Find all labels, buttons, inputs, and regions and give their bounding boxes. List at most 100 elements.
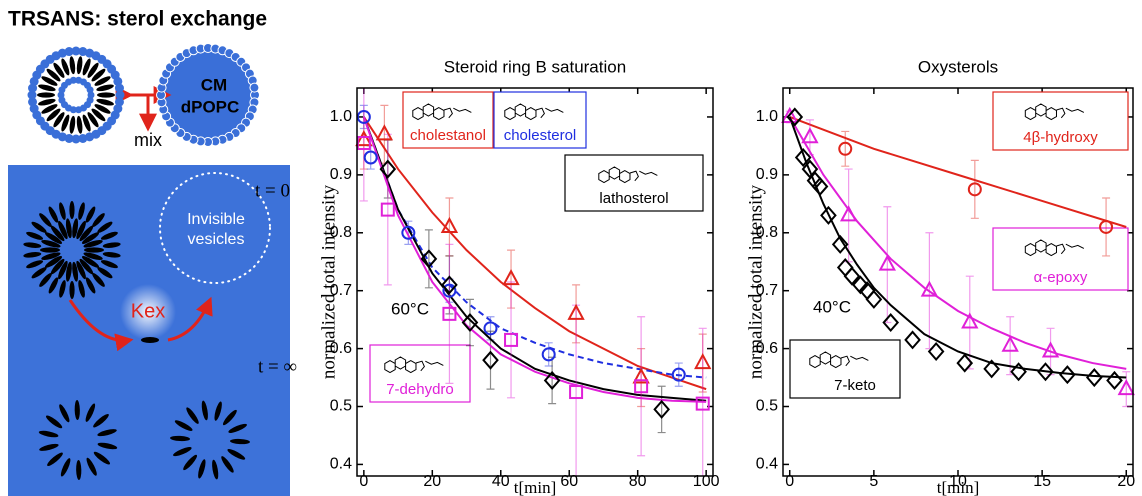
head	[71, 134, 81, 144]
lipid	[170, 435, 191, 442]
point	[694, 352, 712, 370]
x-tick-label: 100	[693, 473, 720, 490]
lipid	[85, 206, 96, 223]
point	[1001, 335, 1019, 352]
lipid	[214, 401, 222, 421]
lipid	[40, 247, 60, 253]
lipid	[76, 115, 83, 134]
point	[983, 359, 1000, 379]
point	[794, 147, 812, 168]
point	[567, 303, 585, 320]
point	[461, 313, 479, 333]
error-bar	[698, 327, 707, 476]
y-tick-label: 0.7	[756, 282, 778, 299]
molecule	[384, 356, 444, 374]
point	[482, 350, 499, 370]
x-axis-label: t[min]	[514, 478, 557, 496]
error-bar	[507, 249, 516, 309]
molecule	[1024, 103, 1085, 121]
lipid	[76, 260, 86, 280]
point	[781, 106, 799, 123]
lipid	[82, 58, 91, 76]
x-axis-label: t[min]	[937, 478, 980, 496]
legend-label: α-epoxy	[1034, 269, 1088, 286]
lipid	[84, 247, 104, 253]
annotation: 40°C	[813, 297, 851, 316]
point	[671, 367, 686, 382]
legend-label: 4β-hydroxy	[1023, 129, 1098, 146]
head	[71, 46, 81, 56]
legend-label: cholesterol	[504, 127, 577, 144]
point	[401, 225, 416, 240]
lipid	[69, 56, 76, 75]
lipid	[39, 443, 59, 451]
point	[1037, 362, 1054, 382]
lipid	[186, 407, 199, 424]
legend-box	[493, 91, 587, 149]
point	[786, 107, 804, 127]
lipid	[46, 68, 61, 82]
error-bar	[548, 356, 557, 405]
y-tick-label: 0.9	[756, 166, 778, 183]
lipid	[221, 456, 234, 473]
lipid	[65, 218, 72, 239]
lipid	[50, 258, 65, 275]
y-tick-label: 1.0	[330, 108, 352, 125]
legend-box	[789, 339, 901, 399]
lipid	[94, 104, 111, 114]
lipid	[72, 218, 79, 239]
lipid	[81, 232, 100, 244]
lipid	[97, 221, 113, 233]
annotation: 60°C	[391, 299, 429, 318]
lipid	[61, 114, 70, 132]
x-tick-label: 20	[1117, 473, 1135, 490]
point	[843, 266, 861, 286]
point	[504, 332, 519, 347]
lipid	[183, 454, 198, 471]
head	[85, 132, 95, 142]
lipid	[82, 114, 91, 132]
legend-box	[564, 154, 704, 212]
point	[442, 306, 457, 321]
lipid	[201, 400, 208, 421]
lipid	[91, 108, 106, 122]
lipid	[41, 240, 61, 248]
lipid	[78, 280, 85, 298]
x-tick-label: 10	[949, 473, 967, 490]
molecule	[598, 166, 658, 184]
lipid	[96, 98, 114, 106]
lipid	[83, 240, 103, 248]
lipid	[59, 202, 66, 220]
legend-box	[369, 344, 471, 403]
error-bar	[445, 197, 454, 257]
error-bar	[424, 229, 433, 289]
legend-label: lathosterol	[599, 190, 668, 207]
head	[64, 133, 74, 143]
point	[801, 127, 819, 144]
point	[375, 124, 394, 141]
lipid	[41, 252, 61, 260]
point	[831, 234, 849, 254]
error-bar	[445, 243, 454, 384]
fit-line	[789, 116, 1127, 228]
head	[57, 48, 67, 58]
lipid	[92, 213, 105, 227]
point	[852, 275, 869, 295]
lipid	[102, 251, 121, 258]
y-tick-label: 0.5	[756, 398, 778, 415]
y-tick-label: 0.6	[330, 340, 352, 357]
x-tick-label: 15	[1033, 473, 1051, 490]
lipid	[45, 415, 63, 429]
lipid	[61, 58, 70, 76]
head	[64, 47, 74, 57]
y-tick-label: 1.0	[756, 108, 778, 125]
point	[1041, 341, 1060, 358]
lipid	[91, 68, 106, 82]
label-cm: CM	[201, 75, 227, 94]
error-bar	[1122, 371, 1131, 408]
lipid	[85, 403, 96, 422]
point	[1059, 365, 1076, 385]
arrow	[68, 299, 134, 352]
lipid	[38, 98, 56, 106]
